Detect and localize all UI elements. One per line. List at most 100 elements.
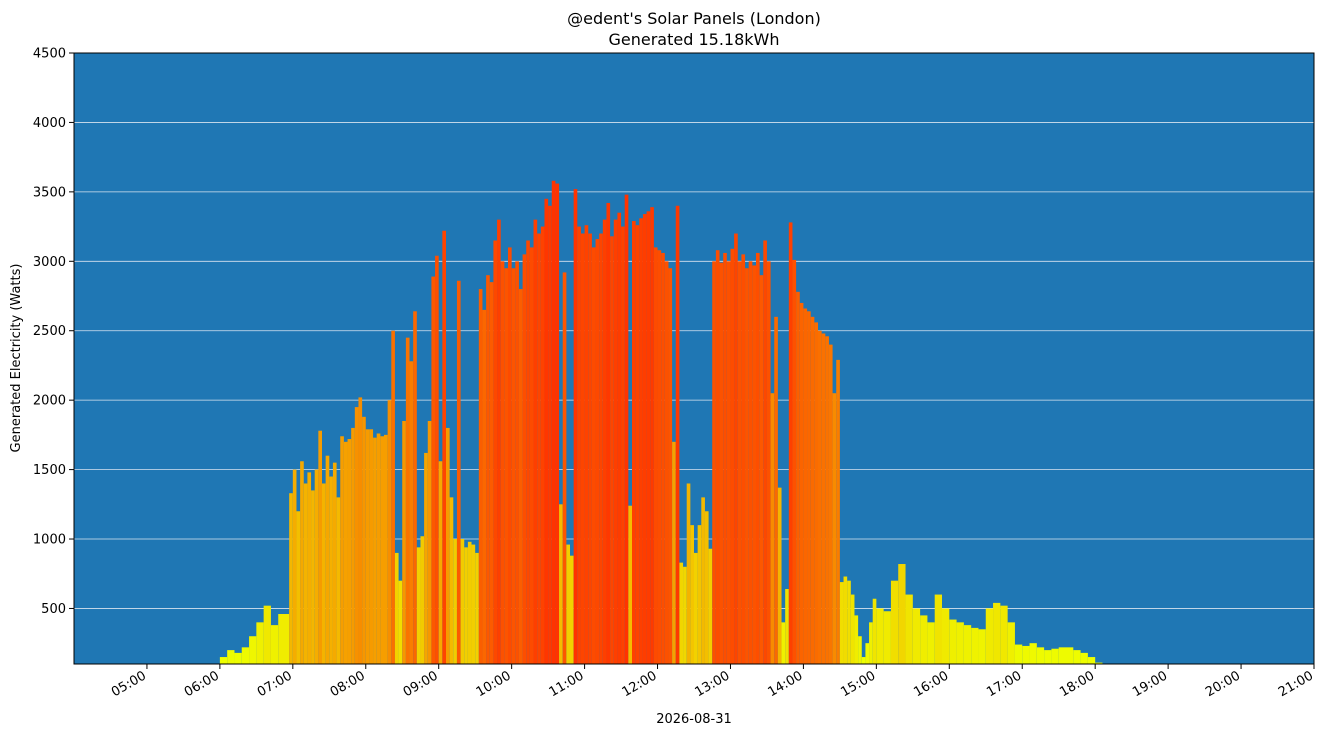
data-bar [369, 429, 374, 664]
data-bar [690, 525, 694, 664]
chart-subtitle: Generated 15.18kWh [609, 30, 780, 49]
data-bar [759, 275, 764, 664]
data-bar [453, 539, 457, 664]
data-bar [785, 589, 789, 664]
data-bar [497, 219, 501, 665]
data-bar [424, 452, 428, 664]
data-bar [664, 261, 669, 664]
data-bar [869, 622, 873, 664]
data-bar [489, 282, 494, 664]
data-bar [227, 650, 235, 664]
data-bar [588, 233, 592, 665]
data-bar [482, 309, 487, 664]
data-bar [898, 564, 906, 664]
data-bar [712, 261, 716, 664]
data-bar [219, 657, 228, 664]
data-bar [836, 359, 840, 664]
data-bar [405, 337, 410, 664]
data-bar [256, 622, 264, 664]
data-bar [697, 525, 702, 664]
data-bar [478, 289, 483, 664]
data-bar [522, 254, 527, 664]
x-tick-label: 15:00 [838, 668, 878, 700]
data-bar [993, 602, 1001, 664]
data-bar [978, 629, 986, 664]
data-bar [971, 627, 979, 664]
data-bar [358, 397, 363, 664]
data-bar [934, 594, 942, 664]
data-bar [807, 311, 811, 664]
data-bar [956, 622, 964, 664]
y-tick-label: 3500 [33, 185, 66, 200]
data-bar [726, 261, 731, 664]
data-bar [715, 250, 720, 664]
data-bar [518, 289, 523, 664]
data-bar [602, 219, 607, 665]
data-bar [340, 436, 344, 664]
x-tick-label: 14:00 [765, 668, 805, 700]
y-tick-label: 4500 [33, 47, 66, 62]
data-bar [646, 211, 651, 664]
y-tick-label: 1500 [33, 463, 66, 478]
x-tick-label: 09:00 [401, 668, 441, 700]
data-bar [1087, 657, 1096, 664]
data-bar [621, 226, 625, 665]
data-bar [300, 461, 304, 664]
data-bar [278, 614, 290, 664]
chart-title: @edent's Solar Panels (London) [567, 9, 821, 28]
data-bar [642, 214, 647, 664]
data-bar [1095, 662, 1103, 664]
data-bar [500, 261, 505, 664]
data-bar [475, 552, 479, 664]
data-bar [661, 252, 665, 665]
data-bar [540, 226, 545, 665]
data-bar [380, 436, 384, 664]
data-bar [351, 427, 355, 664]
data-bar [858, 636, 862, 664]
data-bar [701, 497, 705, 664]
data-bar [314, 469, 319, 664]
data-bar [402, 420, 406, 664]
x-tick-label: 08:00 [328, 668, 368, 700]
data-bar [828, 344, 833, 664]
data-bar [704, 511, 709, 664]
data-bar [949, 619, 957, 664]
data-bar [927, 622, 935, 664]
data-bar [905, 594, 913, 664]
data-bar [249, 636, 257, 664]
data-bar [1007, 622, 1015, 664]
data-bar [362, 416, 366, 664]
data-bar [354, 407, 359, 664]
data-bar [292, 469, 297, 664]
data-bar [748, 261, 753, 664]
data-bar [322, 483, 326, 664]
data-bar [854, 615, 859, 664]
data-bar [595, 239, 600, 664]
data-bar [584, 225, 589, 664]
x-tick-label: 20:00 [1203, 668, 1243, 700]
data-bar [599, 233, 603, 665]
data-bar [606, 202, 611, 665]
data-bar [577, 226, 581, 665]
data-bar [289, 493, 293, 664]
data-bar [788, 222, 793, 664]
data-bar [624, 194, 629, 664]
data-bar [963, 625, 972, 664]
data-bar [384, 434, 388, 664]
data-bar [438, 461, 443, 664]
x-tick-label: 17:00 [984, 668, 1024, 700]
data-bar [398, 580, 403, 664]
data-bar [814, 322, 818, 664]
data-bar [770, 393, 775, 664]
data-bar [610, 236, 614, 665]
y-tick-label: 2000 [33, 394, 66, 409]
data-bar [850, 594, 855, 664]
data-bar [985, 608, 994, 664]
data-bar [471, 544, 476, 664]
data-bar [876, 608, 884, 664]
data-bar [1080, 652, 1088, 664]
data-bar [435, 255, 439, 664]
data-bar [296, 511, 301, 664]
data-bar [763, 240, 767, 664]
